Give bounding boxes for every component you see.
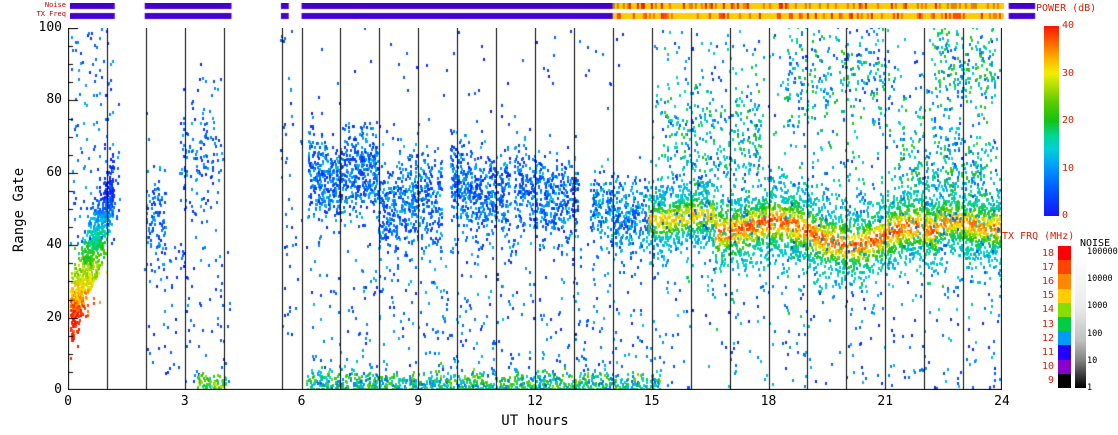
- y-tick-label: 80: [46, 92, 62, 108]
- x-tick-label: 12: [527, 394, 543, 409]
- x-tick-label: 18: [760, 394, 777, 409]
- strip-label-txfreq: TX Freq: [36, 10, 66, 18]
- y-axis-title: Range Gate: [11, 167, 27, 253]
- power-colorbar-title: POWER (dB): [1036, 3, 1097, 14]
- txfrq-color-block: [1058, 260, 1071, 275]
- strips-canvas: [70, 3, 1036, 20]
- txfrq-tick-label: 15: [1041, 290, 1054, 302]
- y-tick-label: 60: [46, 164, 62, 180]
- power-colorbar: [1044, 26, 1059, 216]
- power-tick-label: 30: [1062, 67, 1075, 79]
- noise-tick-label: 10: [1087, 355, 1098, 366]
- txfrq-tick-label: 18: [1041, 247, 1054, 259]
- txfrq-tick-label: 17: [1041, 261, 1054, 273]
- power-tick-label: 20: [1062, 115, 1075, 126]
- txfrq-color-block: [1058, 317, 1071, 332]
- x-tick-label: 24: [994, 394, 1010, 409]
- y-tick-label: 40: [46, 237, 62, 253]
- txfrq-tick-label: 13: [1041, 318, 1054, 330]
- txfrq-tick-label: 16: [1041, 275, 1054, 287]
- x-tick-label: 6: [297, 394, 306, 409]
- txfrq-color-block: [1058, 274, 1071, 290]
- x-axis-title: UT hours: [501, 413, 569, 429]
- y-tick-label: 20: [46, 309, 62, 325]
- txfrq-tick-label: 12: [1041, 332, 1054, 344]
- x-tick-label: 9: [414, 394, 423, 409]
- noise-tick-label: 1000: [1087, 301, 1108, 312]
- y-tick-label: 100: [38, 20, 62, 35]
- txfrq-color-block: [1058, 345, 1071, 361]
- noise-tick-label: 100: [1087, 328, 1103, 339]
- x-tick-label: 15: [643, 394, 660, 409]
- txfrq-color-block: [1058, 288, 1071, 304]
- power-tick-label: 0: [1062, 210, 1069, 221]
- x-tick-label: 21: [877, 394, 894, 409]
- txfrq-color-block: [1058, 302, 1071, 318]
- y-tick-label: 0: [54, 382, 62, 397]
- noise-colorbar-title: NOISE: [1080, 238, 1111, 249]
- plot-canvas: [68, 28, 1002, 390]
- txfrq-color-block: [1058, 246, 1071, 261]
- noise-colorbar: [1075, 252, 1086, 388]
- noise-tick-label: 10000: [1087, 274, 1113, 285]
- txfrq-colorbar-title: TX FRQ (MHz): [1002, 231, 1075, 242]
- power-tick-label: 40: [1062, 20, 1075, 31]
- txfrq-color-block: [1058, 331, 1071, 346]
- power-tick-label: 10: [1062, 162, 1075, 174]
- txfrq-tick-label: 11: [1041, 346, 1054, 358]
- txfrq-tick-label: 10: [1041, 361, 1054, 373]
- x-tick-label: 0: [64, 394, 72, 409]
- txfrq-tick-label: 14: [1041, 304, 1054, 316]
- strip-label-noise: Noise: [44, 1, 66, 9]
- txfrq-color-block: [1058, 359, 1071, 375]
- txfrq-tick-label: 9: [1047, 375, 1054, 387]
- noise-tick-label: 100000: [1087, 247, 1118, 257]
- noise-tick-label: 1: [1087, 383, 1093, 393]
- txfrq-color-block: [1058, 373, 1071, 389]
- x-tick-label: 3: [180, 394, 189, 409]
